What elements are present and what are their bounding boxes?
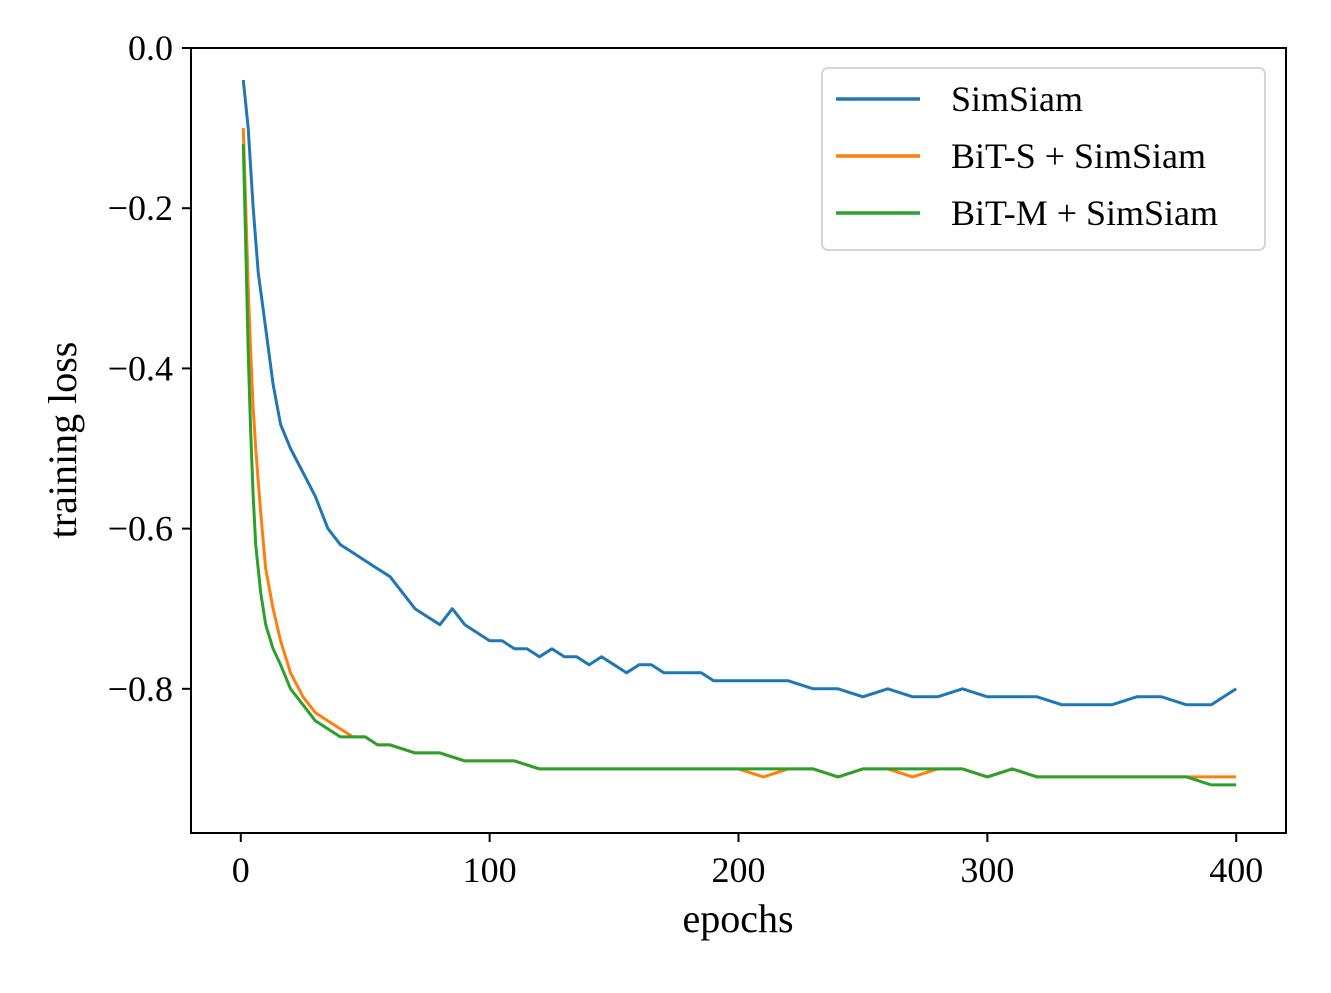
x-tick-label: 300 <box>960 850 1014 890</box>
x-axis-label: epochs <box>682 896 793 941</box>
y-tick-label: 0.0 <box>128 28 173 68</box>
y-tick-label: −0.2 <box>108 188 173 228</box>
legend-label: SimSiam <box>951 79 1083 119</box>
series-line-simsiam <box>241 79 1238 707</box>
series-line-bit-m-simsiam <box>241 144 1237 787</box>
x-tick-label: 100 <box>463 850 517 890</box>
y-tick-label: −0.6 <box>108 509 173 549</box>
y-axis-ticks: 0.0 −0.2 −0.4 −0.6 −0.8 <box>108 28 191 709</box>
legend-label: BiT-S + SimSiam <box>951 136 1206 176</box>
x-axis-ticks: 0 100 200 300 400 <box>232 833 1263 890</box>
legend: SimSiam BiT-S + SimSiam BiT-M + SimSiam <box>821 67 1266 251</box>
x-tick-label: 200 <box>712 850 766 890</box>
y-tick-label: −0.8 <box>108 669 173 709</box>
series-group <box>241 79 1238 787</box>
legend-label: BiT-M + SimSiam <box>951 193 1218 233</box>
y-axis-label: training loss <box>40 342 85 539</box>
x-tick-label: 400 <box>1209 850 1263 890</box>
legend-entries: SimSiam BiT-S + SimSiam BiT-M + SimSiam <box>836 79 1218 233</box>
legend-box <box>821 67 1266 251</box>
x-tick-label: 0 <box>232 850 250 890</box>
y-tick-label: −0.4 <box>108 348 173 388</box>
